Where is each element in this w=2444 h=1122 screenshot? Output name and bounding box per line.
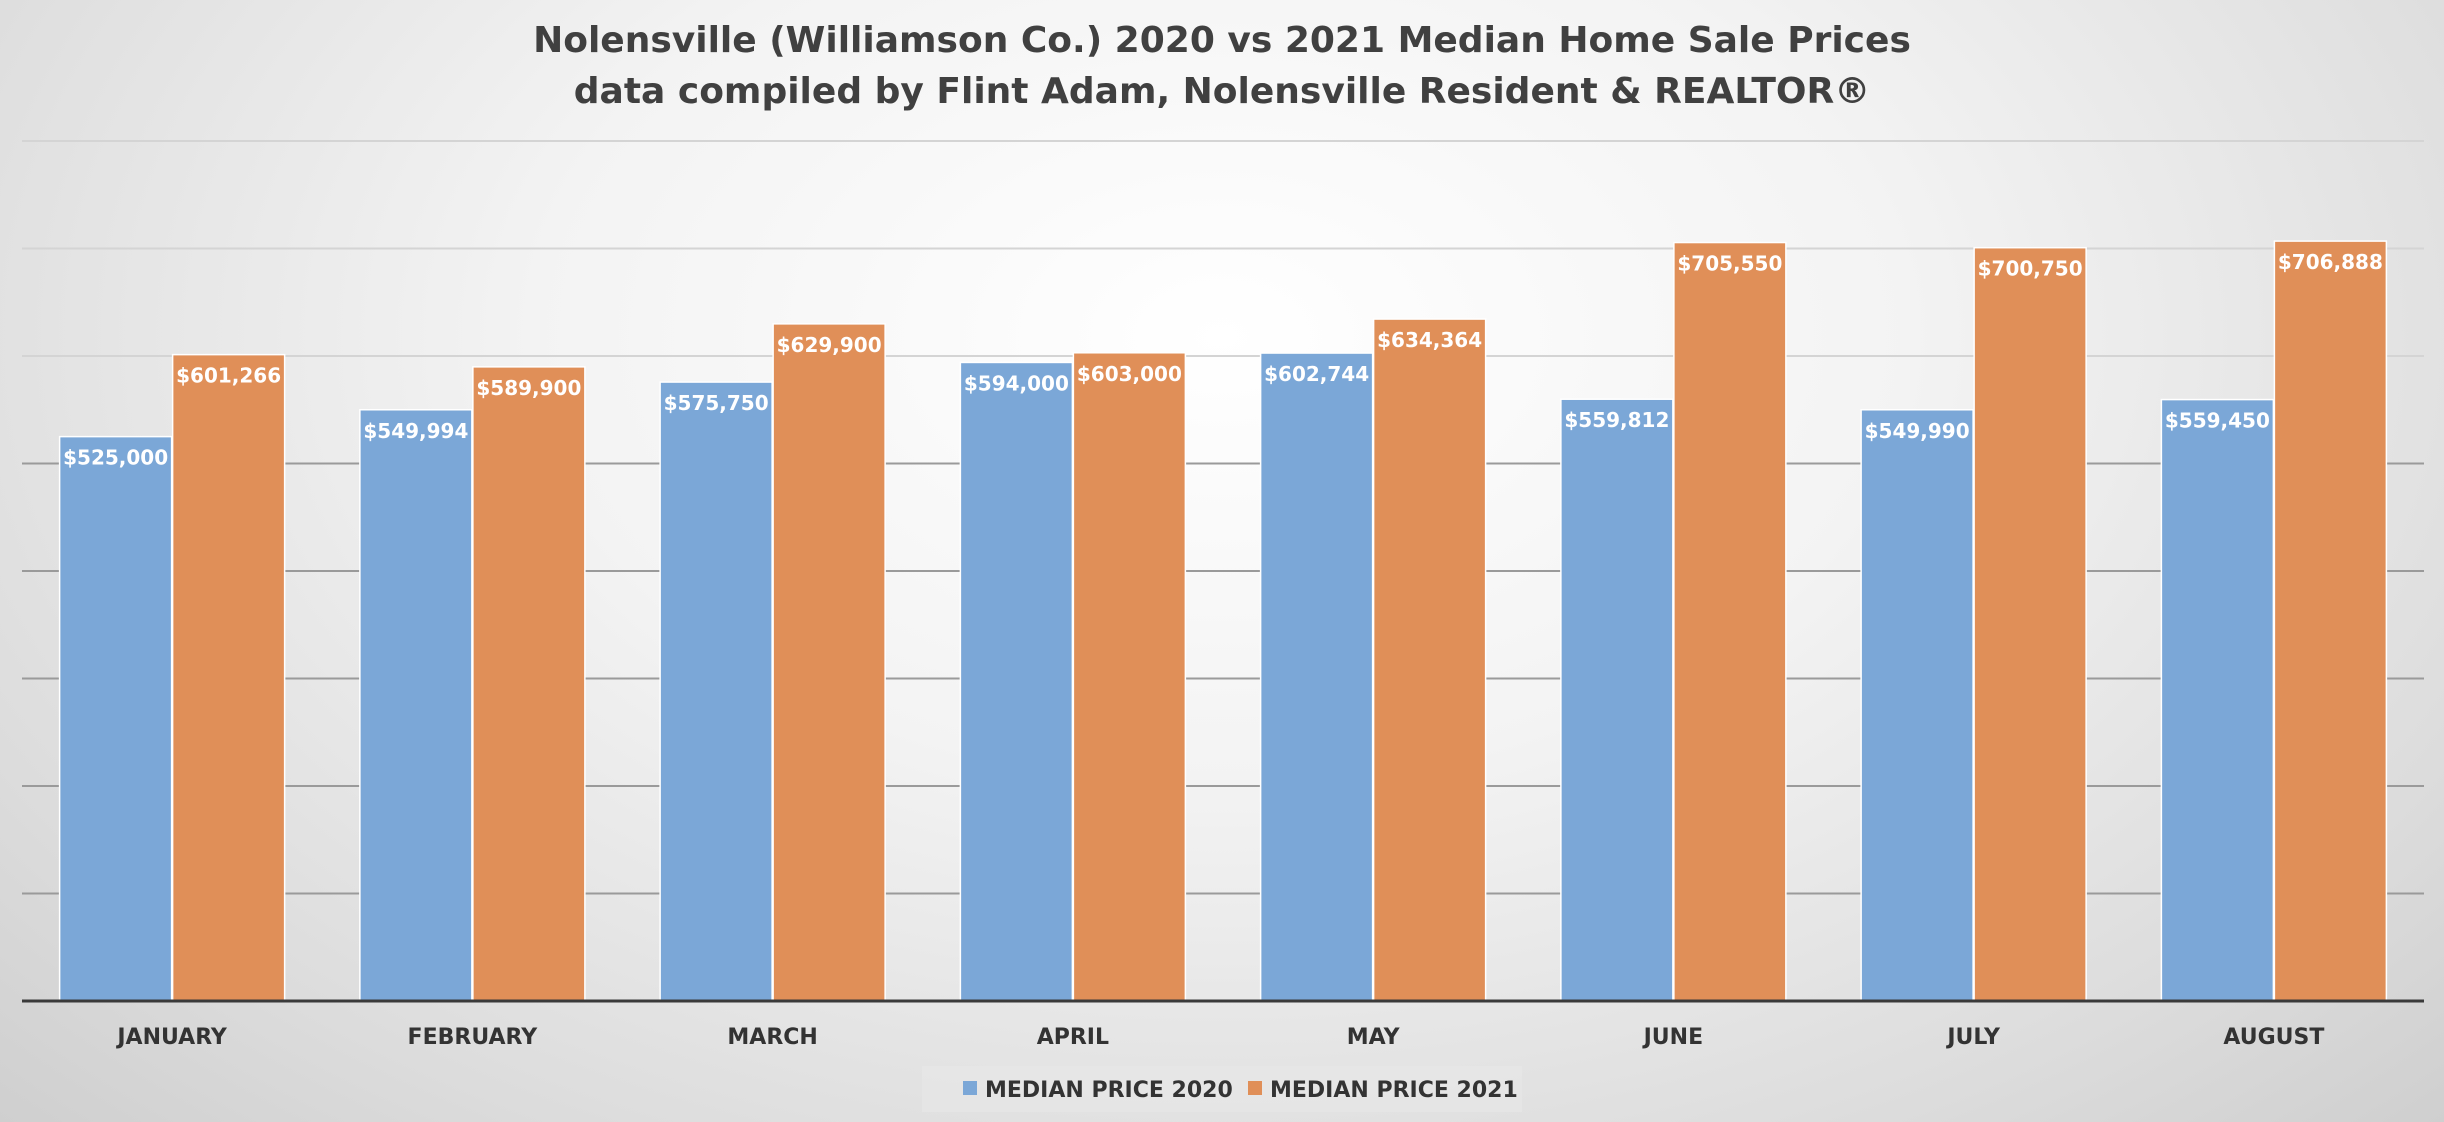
chart-subtitle: data compiled by Flint Adam, Nolensville… — [574, 71, 1870, 112]
bar-2020-june — [1560, 398, 1674, 1002]
data-label-2021-may: $634,364 — [1377, 328, 1482, 352]
category-label-august: AUGUST — [2223, 1025, 2324, 1050]
data-label-2021-august: $706,888 — [2278, 250, 2383, 274]
category-label-january: JANUARY — [115, 1025, 228, 1050]
bar-2021-april — [1072, 352, 1187, 1002]
data-label-2021-february: $589,900 — [476, 376, 581, 400]
legend-background — [922, 1066, 1522, 1112]
legend-label-2020: MEDIAN PRICE 2020 — [985, 1078, 1233, 1103]
bar-2020-january — [58, 435, 173, 1002]
legend-swatch-2020 — [963, 1081, 977, 1095]
bar-2021-january — [171, 353, 286, 1002]
data-label-2020-march: $575,750 — [664, 391, 769, 415]
data-label-2020-january: $525,000 — [63, 446, 168, 470]
bar-2021-august — [2273, 240, 2388, 1002]
data-label-2021-january: $601,266 — [176, 364, 281, 388]
bar-2020-march — [659, 381, 773, 1002]
data-label-2021-april: $603,000 — [1077, 362, 1182, 386]
bar-2021-february — [472, 366, 586, 1002]
data-label-2021-march: $629,900 — [777, 333, 882, 357]
data-label-2020-june: $559,812 — [1564, 408, 1669, 432]
data-labels: $525,000 $601,266 $549,994 $589,900 $575,750… — [63, 250, 2383, 470]
category-label-may: MAY — [1347, 1025, 1401, 1050]
bar-2020-february — [359, 409, 473, 1002]
data-label-2020-august: $559,450 — [2165, 409, 2270, 433]
bar-2021-june — [1673, 241, 1787, 1002]
bar-2021-may — [1372, 318, 1487, 1002]
data-label-2020-february: $549,994 — [363, 419, 468, 443]
data-label-2020-july: $549,990 — [1865, 419, 1970, 443]
category-label-july: JULY — [1945, 1025, 2001, 1050]
bar-2020-april — [959, 361, 1074, 1002]
data-label-2021-june: $705,550 — [1677, 252, 1782, 276]
legend: MEDIAN PRICE 2020 MEDIAN PRICE 2021 — [922, 1066, 1522, 1112]
category-label-march: MARCH — [727, 1025, 817, 1050]
bar-series — [58, 240, 2388, 1002]
bar-2021-july — [1973, 246, 2087, 1002]
category-label-june: JUNE — [1642, 1025, 1704, 1050]
data-label-2020-may: $602,744 — [1264, 362, 1369, 386]
category-label-april: APRIL — [1037, 1025, 1109, 1050]
bar-2021-march — [772, 323, 886, 1002]
bar-2020-august — [2160, 398, 2275, 1002]
category-labels: JANUARY FEBRUARY MARCH APRIL MAY JUNE JULY AUGU… — [115, 1025, 2324, 1050]
legend-label-2021: MEDIAN PRICE 2021 — [1270, 1078, 1518, 1103]
bar-2020-may — [1259, 352, 1374, 1002]
bar-2020-july — [1860, 409, 1974, 1002]
data-label-2021-july: $700,750 — [1978, 257, 2083, 281]
data-label-2020-april: $594,000 — [964, 371, 1069, 395]
category-label-february: FEBRUARY — [408, 1025, 539, 1050]
chart-title: Nolensville (Williamson Co.) 2020 vs 202… — [533, 20, 1911, 61]
legend-swatch-2021 — [1248, 1081, 1262, 1095]
